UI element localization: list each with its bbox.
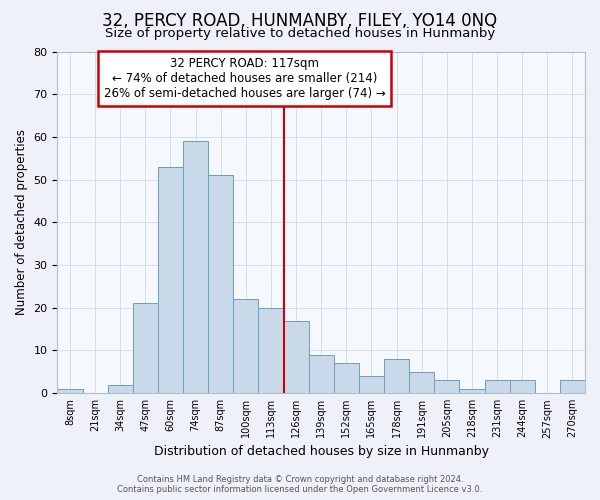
Y-axis label: Number of detached properties: Number of detached properties xyxy=(15,130,28,316)
Bar xyxy=(334,364,359,393)
Text: 32 PERCY ROAD: 117sqm
← 74% of detached houses are smaller (214)
26% of semi-det: 32 PERCY ROAD: 117sqm ← 74% of detached … xyxy=(104,56,386,100)
Bar xyxy=(359,376,384,393)
Text: Size of property relative to detached houses in Hunmanby: Size of property relative to detached ho… xyxy=(105,28,495,40)
Bar xyxy=(58,389,83,393)
Bar xyxy=(560,380,585,393)
Bar xyxy=(107,384,133,393)
Text: 32, PERCY ROAD, HUNMANBY, FILEY, YO14 0NQ: 32, PERCY ROAD, HUNMANBY, FILEY, YO14 0N… xyxy=(103,12,497,30)
Bar xyxy=(208,176,233,393)
Bar xyxy=(485,380,509,393)
Bar xyxy=(509,380,535,393)
Bar xyxy=(308,355,334,393)
X-axis label: Distribution of detached houses by size in Hunmanby: Distribution of detached houses by size … xyxy=(154,444,489,458)
Bar xyxy=(284,320,308,393)
Bar xyxy=(460,389,485,393)
Bar xyxy=(133,304,158,393)
Bar xyxy=(384,359,409,393)
Bar xyxy=(259,308,284,393)
Bar xyxy=(434,380,460,393)
Bar xyxy=(183,141,208,393)
Bar xyxy=(409,372,434,393)
Bar xyxy=(158,167,183,393)
Text: Contains HM Land Registry data © Crown copyright and database right 2024.
Contai: Contains HM Land Registry data © Crown c… xyxy=(118,474,482,494)
Bar xyxy=(233,299,259,393)
